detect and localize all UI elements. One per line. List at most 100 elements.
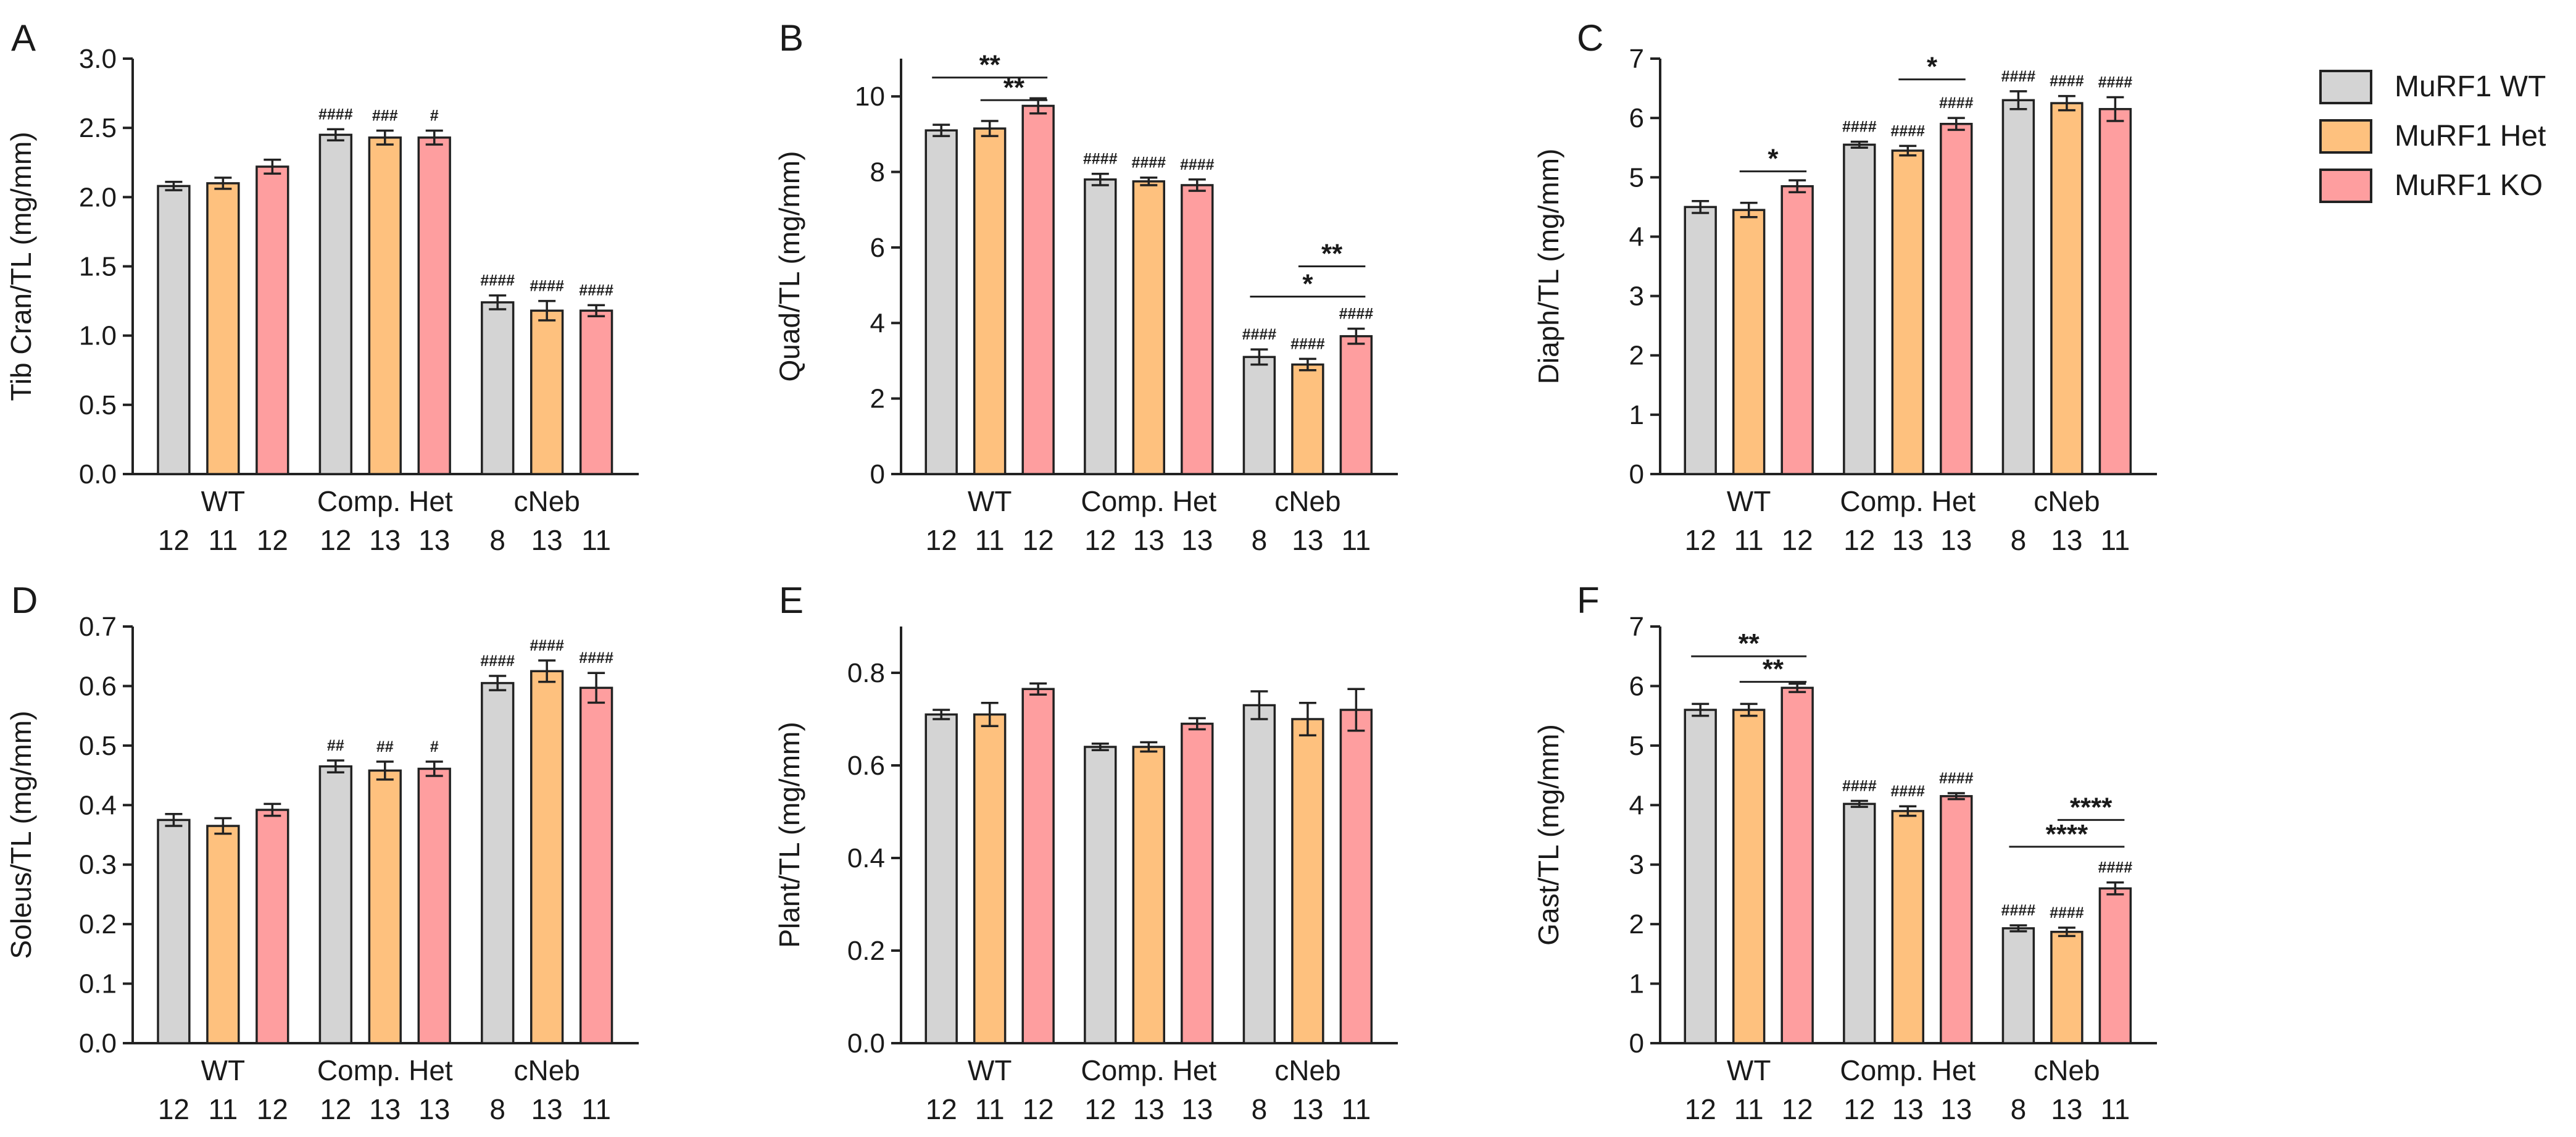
n-label: 8 [1252, 1093, 1268, 1125]
n-label: 13 [1133, 1093, 1165, 1125]
group-label: cNeb [513, 1054, 580, 1086]
y-tick-label: 4 [870, 308, 885, 338]
y-tick-label: 0.2 [847, 936, 885, 966]
bar-cneb-s0 [1242, 704, 1276, 1044]
y-tick-label: 3 [1629, 850, 1644, 880]
group-label: cNeb [2034, 485, 2100, 517]
y-tick-label: 4 [1629, 790, 1644, 820]
group-label: WT [201, 1054, 246, 1086]
n-label: 11 [975, 1093, 1005, 1125]
bar-comp-het-s2 [1940, 123, 1973, 475]
significance-hash: #### [318, 106, 353, 123]
bar-wt-s2 [256, 809, 289, 1044]
panel-letter: D [11, 580, 38, 621]
group-label: WT [1727, 485, 1771, 517]
bar-wt-s1 [973, 127, 1007, 475]
significance-hash: #### [1939, 770, 1974, 787]
y-axis-title: Diaph/TL (mg/mm) [1532, 149, 1564, 385]
n-label: 13 [1892, 524, 1924, 556]
n-label: 13 [2051, 524, 2082, 556]
y-axis-title: Gast/TL (mg/mm) [1532, 724, 1564, 946]
n-label: 13 [1940, 524, 1972, 556]
group-label: Comp. Het [1840, 485, 1976, 517]
y-tick-label: 0.8 [847, 658, 885, 688]
significance-stars: ** [1763, 654, 1784, 685]
bar-wt-s1 [206, 182, 240, 475]
y-tick-label: 8 [870, 157, 885, 188]
y-tick-label: 2 [870, 384, 885, 414]
y-tick-label: 0.5 [79, 731, 117, 761]
bar-wt-s0 [924, 713, 958, 1044]
n-label: 12 [1023, 1093, 1054, 1125]
n-label: 11 [208, 1093, 238, 1125]
significance-hash: # [430, 738, 439, 756]
n-label: 11 [1341, 524, 1371, 556]
n-label: 12 [1084, 524, 1116, 556]
significance-hash: #### [480, 272, 515, 289]
significance-hash: #### [2050, 904, 2084, 922]
n-label: 12 [158, 1093, 189, 1125]
bar-wt-s2 [1780, 185, 1814, 475]
y-tick-label: 5 [1629, 731, 1644, 761]
significance-stars: ** [979, 50, 1001, 80]
panel-letter: C [1577, 17, 1603, 59]
panel-E: E 0.0 0.2 0.4 0.6 0.8 Plant/TL (mg/mm) 12 11 12 WT… [773, 580, 1398, 1125]
n-label: 11 [208, 524, 238, 556]
y-tick-label: 4 [1629, 222, 1644, 252]
bar-cneb-s0 [2001, 99, 2035, 475]
significance-hash: #### [480, 652, 515, 670]
significance-stars: **** [2046, 819, 2088, 849]
bar-comp-het-s1 [368, 769, 402, 1044]
group-label: cNeb [2034, 1054, 2100, 1086]
n-label: 12 [320, 1093, 351, 1125]
group-label: Comp. Het [317, 1054, 453, 1086]
significance-stars: **** [2070, 792, 2113, 822]
y-axis-title: Plant/TL (mg/mm) [773, 722, 805, 948]
legend-swatch [2319, 119, 2372, 154]
panel-letter: A [11, 17, 36, 59]
n-label: 8 [489, 524, 505, 556]
significance-hash: #### [1180, 156, 1215, 173]
y-tick-label: 0 [1629, 459, 1644, 489]
y-tick-label: 0.6 [847, 751, 885, 781]
legend-label: MuRF1 Het [2395, 120, 2546, 152]
y-tick-label: 2 [1629, 341, 1644, 371]
significance-stars: * [1302, 269, 1313, 299]
bar-comp-het-s0 [1084, 746, 1117, 1044]
y-tick-label: 10 [855, 81, 885, 112]
bar-comp-het-s2 [417, 136, 451, 475]
significance-hash: #### [579, 281, 613, 299]
n-label: 12 [1782, 1093, 1813, 1125]
y-tick-label: 0.6 [79, 671, 117, 701]
panel-D: D 0.0 0.1 0.2 0.3 0.4 0.5 0.6 0.7 Soleus/TL (mg/m… [5, 580, 639, 1125]
n-label: 11 [2100, 1093, 2130, 1125]
n-label: 12 [1685, 1093, 1716, 1125]
y-tick-label: 1 [1629, 969, 1644, 999]
y-tick-label: 1.5 [79, 252, 117, 282]
significance-hash: #### [2098, 859, 2133, 877]
significance-stars: * [1927, 52, 1938, 82]
bar-wt-s0 [157, 818, 191, 1044]
n-label: 13 [531, 524, 563, 556]
n-label: 12 [1843, 1093, 1875, 1125]
legend-label: MuRF1 WT [2395, 70, 2546, 103]
legend-swatch [2319, 169, 2372, 203]
group-label: cNeb [513, 485, 580, 517]
y-axis-title: Quad/TL (mg/mm) [773, 151, 805, 381]
significance-hash: #### [2098, 73, 2133, 91]
bar-wt-s0 [924, 129, 958, 475]
y-tick-label: 0 [870, 459, 885, 489]
y-tick-label: 0.2 [79, 909, 117, 939]
n-label: 8 [2011, 524, 2027, 556]
panel-letter: F [1577, 580, 1600, 621]
significance-hash: #### [1290, 335, 1325, 352]
bar-cneb-s1 [1291, 363, 1324, 475]
bar-cneb-s1 [530, 309, 564, 475]
significance-hash: #### [1083, 151, 1118, 168]
panels: A 0.0 0.5 1.0 1.5 2.0 2.5 3.0 Tib Cran/TL (mg/mm… [5, 17, 2157, 1125]
bar-comp-het-s0 [1084, 178, 1117, 475]
significance-stars: * [1768, 144, 1779, 174]
significance-hash: ## [327, 737, 344, 754]
bar-cneb-s2 [579, 309, 613, 475]
